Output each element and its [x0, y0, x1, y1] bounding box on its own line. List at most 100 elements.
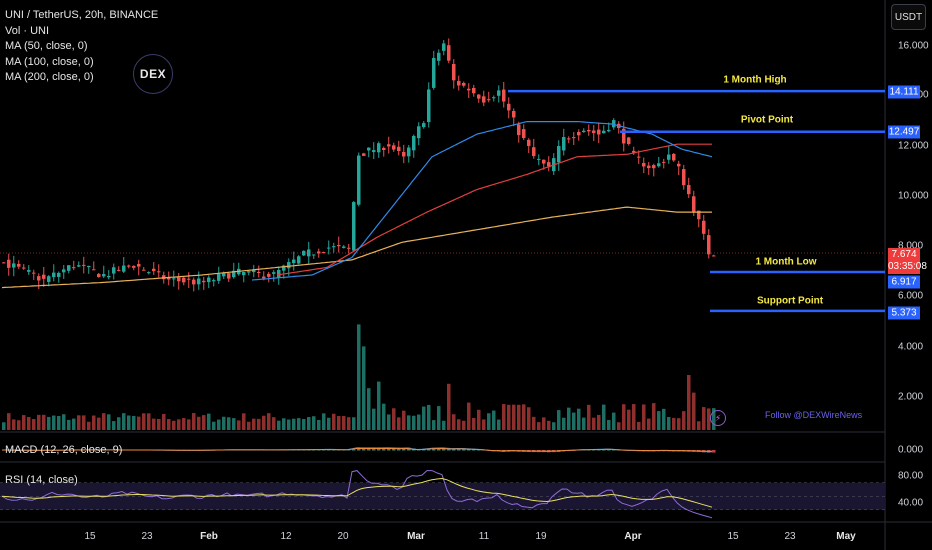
macd-histogram-bar — [357, 447, 361, 451]
volume-bar — [157, 418, 161, 430]
volume-bar — [362, 346, 366, 430]
volume-bar — [547, 420, 551, 430]
candle-body — [587, 129, 591, 132]
volume-bar — [97, 417, 101, 430]
candle-body — [97, 273, 101, 277]
candle-body — [347, 247, 351, 249]
candle-body — [87, 265, 91, 268]
volume-bar — [482, 419, 486, 430]
volume-bar — [182, 418, 186, 430]
pivot-point-label: Pivot Point — [740, 114, 794, 126]
volume-bar — [107, 414, 111, 430]
volume-bar — [437, 406, 441, 430]
candle-body — [107, 275, 111, 278]
ma200-indicator-label[interactable]: MA (200, close, 0) — [5, 71, 94, 83]
time-tick: 15 — [727, 531, 739, 542]
volume-bar — [17, 420, 21, 430]
candle-body — [622, 128, 626, 144]
volume-bar — [342, 416, 346, 430]
volume-bar — [217, 419, 221, 430]
candle-body — [17, 263, 21, 267]
candle-body — [12, 263, 16, 268]
volume-bar — [2, 422, 6, 430]
month-high-label: 1 Month High — [723, 74, 787, 86]
volume-bar — [127, 415, 131, 430]
candle-body — [702, 220, 706, 234]
volume-bar — [572, 412, 576, 430]
candle-body — [637, 156, 641, 158]
volume-bar — [322, 413, 326, 430]
volume-bar — [392, 408, 396, 430]
candle-body — [652, 165, 656, 169]
volume-bar — [622, 404, 626, 430]
macd-axis-tick: 0.000 — [898, 444, 924, 456]
candle-body — [142, 269, 146, 271]
volume-bar — [447, 383, 451, 430]
volume-bar — [72, 418, 76, 430]
macd-indicator-label[interactable]: MACD (12, 26, close, 9) — [5, 444, 123, 456]
price-tick: 2.000 — [898, 391, 924, 403]
volume-bar — [382, 403, 386, 430]
candle-body — [467, 88, 471, 91]
rsi-indicator-label[interactable]: RSI (14, close) — [5, 474, 78, 486]
lightning-icon[interactable]: ⚡ — [710, 410, 726, 426]
candle-body — [667, 154, 671, 160]
candle-body — [202, 280, 206, 283]
volume-bar — [192, 413, 196, 430]
candle-body — [187, 278, 191, 280]
volume-indicator-label[interactable]: Vol · UNI — [5, 24, 50, 37]
candle-body — [492, 97, 496, 99]
volume-bar — [552, 422, 556, 430]
volume-bar — [497, 419, 501, 430]
volume-bar — [112, 421, 116, 430]
price-tick: 6.000 — [898, 290, 924, 302]
volume-bar — [592, 417, 596, 430]
candle-body — [292, 259, 296, 264]
ma50-indicator-label[interactable]: MA (50, close, 0) — [5, 40, 88, 52]
volume-bar — [467, 402, 471, 430]
candle-body — [697, 210, 701, 220]
candle-body — [522, 129, 526, 139]
candle-body — [482, 96, 486, 103]
candle-body — [112, 267, 116, 274]
candle-body — [527, 139, 531, 146]
candle-body — [322, 252, 326, 254]
volume-bar — [177, 419, 181, 430]
ma100-line — [276, 143, 712, 276]
volume-bar — [352, 417, 356, 430]
volume-bar — [627, 409, 631, 430]
candle-body — [212, 280, 216, 282]
volume-bar — [272, 417, 276, 430]
candle-body — [122, 265, 126, 272]
follow-watermark: Follow @DEXWireNews — [765, 410, 863, 420]
time-tick: 11 — [478, 531, 490, 542]
candle-body — [507, 103, 511, 111]
candle-body — [647, 165, 651, 169]
candle-body — [287, 262, 291, 269]
candle-body — [332, 246, 336, 248]
currency-button[interactable]: USDT — [891, 4, 926, 30]
candle-body — [662, 161, 666, 163]
candle-body — [217, 273, 221, 281]
volume-bar — [237, 420, 241, 430]
candle-body — [147, 272, 151, 274]
ma100-indicator-label[interactable]: MA (100, close, 0) — [5, 55, 94, 68]
volume-bar — [67, 419, 71, 430]
month-low-price-tag: 6.917 — [888, 275, 920, 289]
candle-body — [272, 272, 276, 274]
candle-body — [337, 245, 341, 247]
dex-logo-text: DEX — [139, 67, 167, 81]
volume-bar — [147, 413, 151, 430]
candle-body — [462, 82, 466, 86]
candle-body — [592, 130, 596, 134]
volume-bar — [87, 421, 91, 430]
volume-bar — [227, 417, 231, 430]
candle-body — [427, 89, 431, 123]
price-tick: 16.000 — [898, 40, 929, 52]
volume-bar — [197, 416, 201, 430]
time-tick: May — [836, 531, 856, 542]
symbol-label[interactable]: UNI / TetherUS, 20h, BINANCE — [5, 9, 159, 21]
volume-bar — [567, 407, 571, 430]
candle-body — [377, 143, 381, 153]
